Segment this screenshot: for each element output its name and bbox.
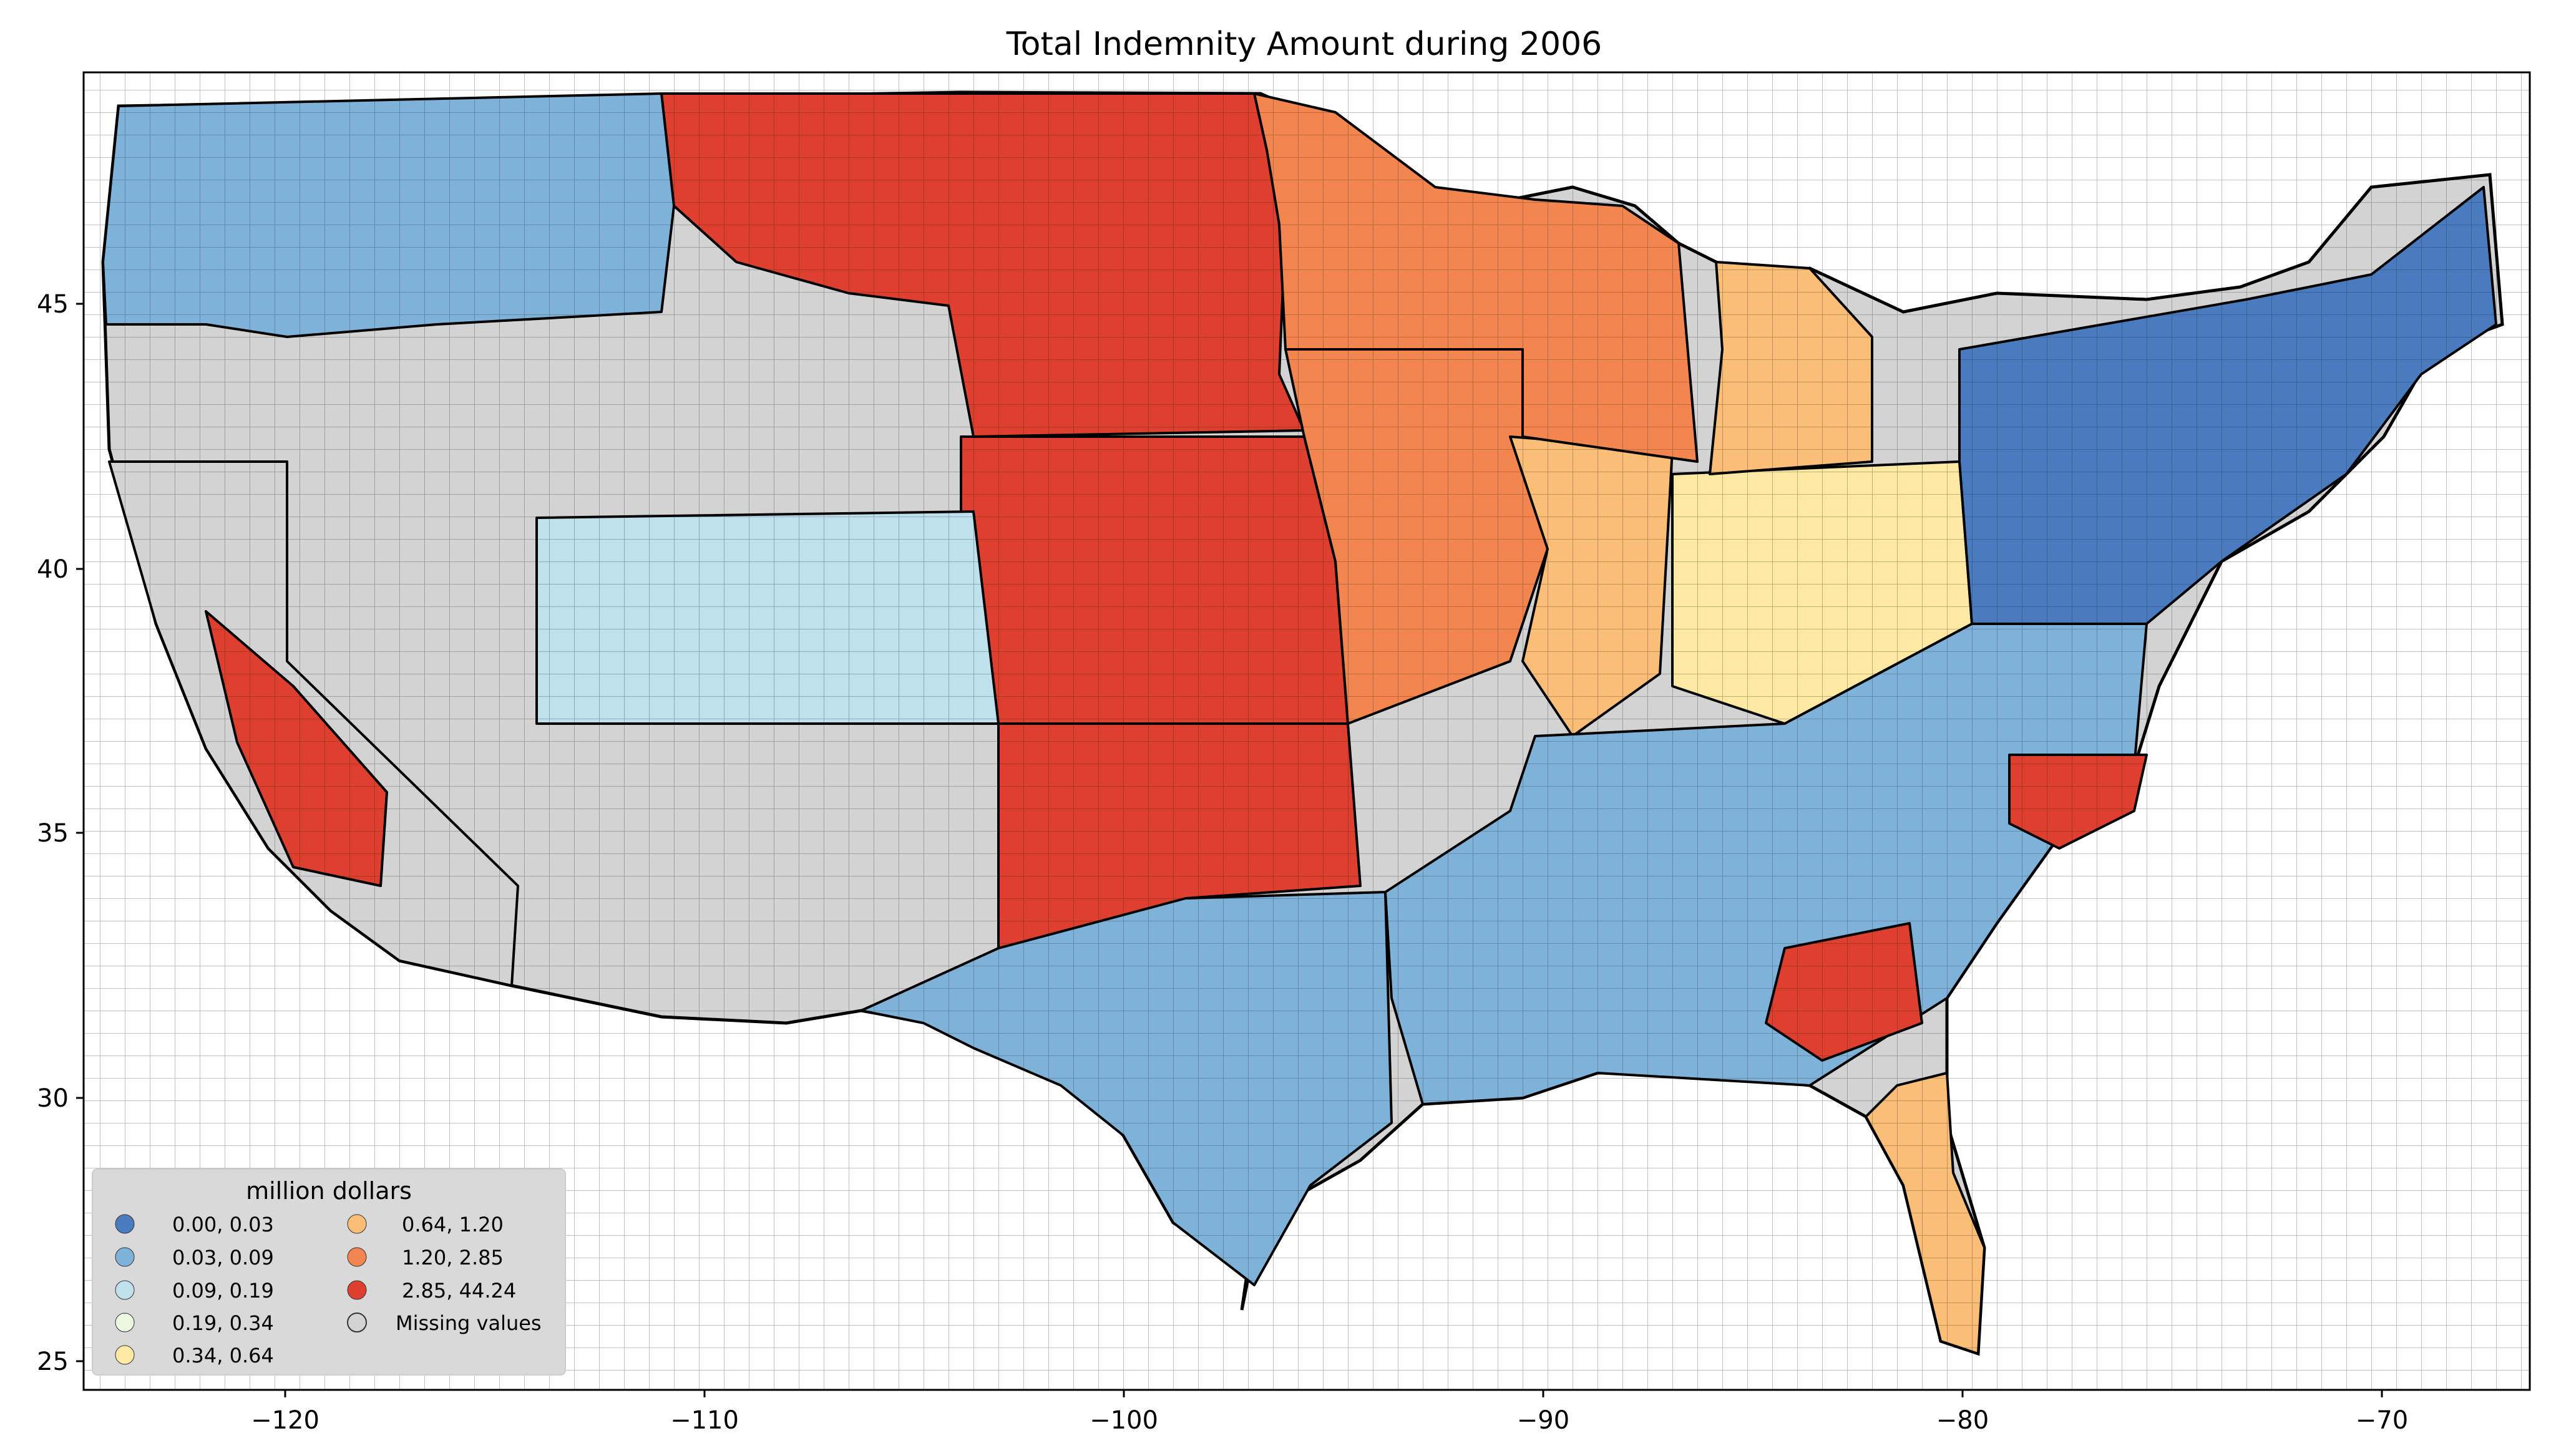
map-title: Total Indemnity Amount during 2006 <box>1006 26 1602 63</box>
x-tick-label: −70 <box>2356 1406 2408 1435</box>
legend: million dollars 0.00, 0.03 0.03, 0.09 0.… <box>92 1168 566 1376</box>
legend-label: 2.85, 44.24 <box>402 1279 516 1303</box>
legend-label: 1.20, 2.85 <box>402 1246 504 1269</box>
y-tick-label: 40 <box>37 555 69 584</box>
legend-swatch <box>347 1214 367 1234</box>
legend-swatch <box>347 1313 367 1332</box>
legend-label: 0.19, 0.34 <box>172 1311 274 1335</box>
x-tick-label: −100 <box>1090 1406 1158 1435</box>
plot-frame <box>82 71 2531 1391</box>
y-tick-label: 45 <box>37 290 69 319</box>
legend-swatch <box>347 1280 367 1300</box>
y-tick-label: 30 <box>37 1084 69 1113</box>
legend-swatch <box>115 1313 135 1332</box>
y-tick-label: 25 <box>37 1347 69 1376</box>
legend-swatch <box>115 1345 135 1365</box>
y-tick-label: 35 <box>37 819 69 848</box>
legend-label: 0.34, 0.64 <box>172 1344 274 1367</box>
legend-label: 0.00, 0.03 <box>172 1213 274 1236</box>
legend-label: 0.03, 0.09 <box>172 1246 274 1269</box>
legend-swatch <box>115 1280 135 1300</box>
x-tick-label: −90 <box>1517 1406 1569 1435</box>
y-axis: 25 30 35 40 45 <box>37 290 84 1376</box>
legend-swatch <box>347 1247 367 1267</box>
legend-title: million dollars <box>246 1177 412 1205</box>
x-tick-label: −110 <box>670 1406 739 1435</box>
legend-swatch <box>115 1247 135 1267</box>
x-axis: −120 −110 −100 −90 −80 −70 <box>251 1390 2408 1435</box>
x-tick-label: −120 <box>251 1406 320 1435</box>
legend-swatch <box>115 1214 135 1234</box>
legend-label: 0.09, 0.19 <box>172 1279 274 1303</box>
legend-label: Missing values <box>396 1311 542 1335</box>
legend-box <box>92 1168 566 1376</box>
legend-label: 0.64, 1.20 <box>402 1213 504 1236</box>
x-tick-label: −80 <box>1936 1406 1989 1435</box>
